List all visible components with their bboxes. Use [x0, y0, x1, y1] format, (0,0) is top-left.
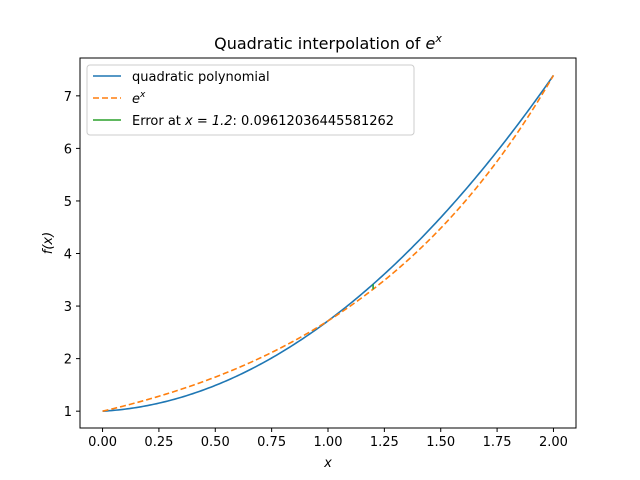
- y-tick-label: 2: [64, 353, 72, 368]
- x-tick-label: 1.50: [426, 435, 455, 450]
- plot-area: 0.00 0.25 0.50 0.75 1.00 1.25 1.50 1.75 2.00 1 2 3…: [64, 57, 577, 450]
- x-tick-label: 0.75: [257, 435, 286, 450]
- series-line-exp: [102, 74, 555, 412]
- y-tick-label: 3: [64, 300, 72, 315]
- series-layer: [102, 74, 555, 412]
- y-tick-label: 5: [64, 195, 72, 210]
- y-tick-label: 7: [64, 90, 72, 105]
- legend-label-error: Error at x = 1.2: 0.09612036445581262: [132, 114, 394, 129]
- chart-title: Quadratic interpolation of ex: [214, 32, 442, 53]
- y-axis-ticks: 1 2 3 4 5 6 7: [64, 90, 80, 420]
- x-tick-label: 0.00: [88, 435, 117, 450]
- legend-box: [86, 64, 415, 136]
- x-axis-ticks: 0.00 0.25 0.50 0.75 1.00 1.25 1.50 1.75 2.00: [88, 428, 568, 450]
- x-tick-label: 0.50: [201, 435, 230, 450]
- x-tick-label: 1.25: [370, 435, 399, 450]
- legend-label-exp: ex: [132, 90, 146, 107]
- y-tick-label: 4: [64, 248, 72, 263]
- y-tick-label: 1: [64, 405, 72, 420]
- legend-label-quadratic: quadratic polynomial: [132, 70, 270, 85]
- x-tick-label: 2.00: [539, 435, 568, 450]
- y-axis-label: f(x): [41, 232, 56, 254]
- x-tick-label: 0.25: [144, 435, 173, 450]
- x-tick-label: 1.00: [314, 435, 343, 450]
- x-axis-label: x: [323, 456, 332, 471]
- x-tick-label: 1.75: [483, 435, 512, 450]
- y-tick-label: 6: [64, 142, 72, 157]
- legend: quadratic polynomial ex Error at x = 1.2…: [86, 64, 415, 136]
